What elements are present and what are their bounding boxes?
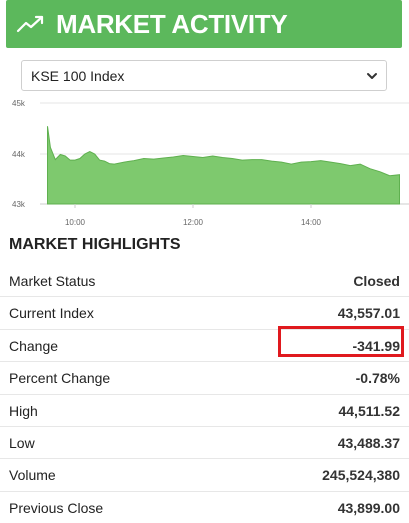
y-tick-label: 45k bbox=[12, 99, 26, 108]
index-area-series bbox=[47, 126, 400, 205]
row-value: 44,511.52 bbox=[338, 402, 400, 419]
row-label: High bbox=[9, 402, 38, 419]
highlight-row-low: Low 43,488.37 bbox=[0, 427, 409, 460]
index-select[interactable]: KSE 100 Index bbox=[21, 60, 387, 91]
highlight-row-percent-change: Percent Change -0.78% bbox=[0, 362, 409, 395]
page-title: MARKET ACTIVITY bbox=[56, 8, 288, 39]
highlight-row-previous-close: Previous Close 43,899.00 bbox=[0, 492, 409, 523]
y-tick-label: 43k bbox=[12, 200, 26, 209]
row-label: Previous Close bbox=[9, 499, 104, 516]
chevron-down-icon bbox=[365, 69, 379, 83]
row-value: 43,557.01 bbox=[337, 305, 400, 322]
row-label: Volume bbox=[9, 467, 56, 484]
market-highlights-table: Market Status Closed Current Index 43,55… bbox=[0, 265, 409, 523]
row-label: Change bbox=[9, 337, 59, 354]
highlight-row-market-status: Market Status Closed bbox=[0, 265, 409, 298]
highlight-row-current-index: Current Index 43,557.01 bbox=[0, 297, 409, 330]
trending-up-icon bbox=[16, 14, 46, 34]
row-value: -0.78% bbox=[355, 370, 400, 387]
row-label: Low bbox=[9, 434, 35, 451]
highlight-row-change: Change -341.99 bbox=[0, 330, 409, 363]
x-tick-label: 10:00 bbox=[65, 218, 86, 227]
index-select-value: KSE 100 Index bbox=[31, 68, 125, 84]
index-chart-svg: 45k 44k 43k 10:00 12:00 14:00 bbox=[12, 99, 409, 227]
row-value: 43,488.37 bbox=[337, 434, 400, 451]
highlight-row-volume: Volume 245,524,380 bbox=[0, 459, 409, 492]
row-value: 245,524,380 bbox=[322, 467, 400, 484]
row-label: Percent Change bbox=[9, 370, 111, 387]
row-value: Closed bbox=[353, 273, 400, 289]
row-label: Current Index bbox=[9, 305, 94, 322]
row-label: Market Status bbox=[9, 273, 96, 289]
row-value: -341.99 bbox=[352, 337, 400, 354]
row-value: 43,899.00 bbox=[337, 499, 400, 516]
x-tick-label: 14:00 bbox=[301, 218, 322, 227]
index-chart: 45k 44k 43k 10:00 12:00 14:00 bbox=[0, 96, 409, 228]
market-highlights-title: MARKET HIGHLIGHTS bbox=[9, 236, 181, 253]
y-tick-label: 44k bbox=[12, 150, 26, 159]
highlight-row-high: High 44,511.52 bbox=[0, 395, 409, 427]
market-activity-header: MARKET ACTIVITY bbox=[6, 0, 402, 48]
x-tick-label: 12:00 bbox=[183, 218, 204, 227]
